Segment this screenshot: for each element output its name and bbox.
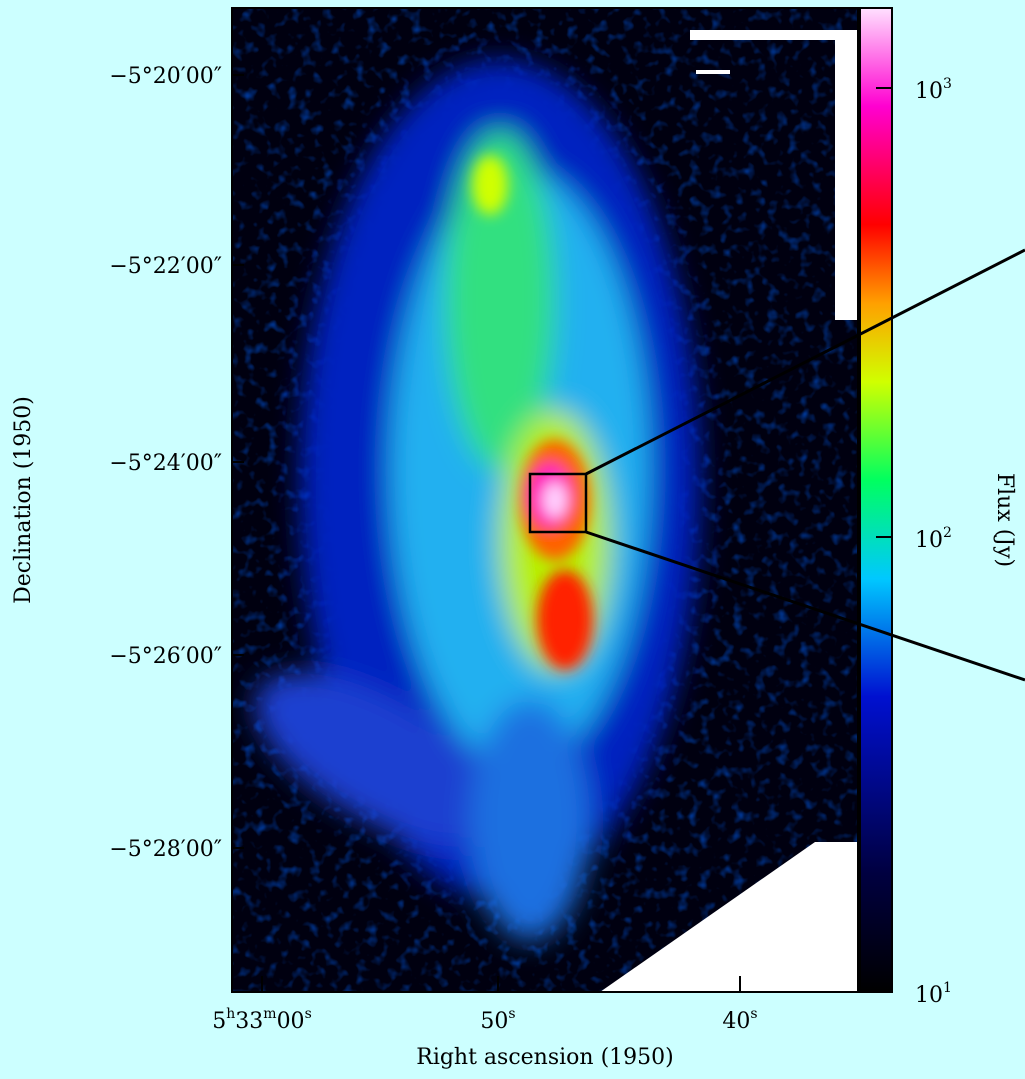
x-tick-label-part: s [508, 1006, 515, 1022]
x-tick-label-part: h [226, 1006, 235, 1022]
x-tick-label-part: s [305, 1006, 312, 1022]
y-tick-label: −5°20′00″ [109, 64, 222, 89]
y-axis-title: Declination (1950) [11, 396, 36, 604]
colorbar-tick-label-part: 10 [915, 528, 943, 553]
y-tick-label: −5°22′00″ [109, 254, 222, 279]
colorbar [859, 7, 893, 993]
y-tick-label: −5°28′00″ [109, 837, 222, 862]
x-tick-label-part: 5 [212, 1009, 226, 1034]
x-tick-label: 40s [722, 1006, 757, 1034]
zoom-line [585, 530, 1025, 682]
colorbar-tick-label: 101 [915, 980, 952, 1008]
y-tick-label: −5°24′00″ [109, 451, 222, 476]
colorbar-tick-label: 102 [915, 525, 952, 553]
x-tick-label: 5h33m00s [212, 1006, 312, 1034]
plot-frame [231, 7, 859, 993]
colorbar-tick-label-part: 10 [915, 983, 943, 1008]
x-axis-title: Right ascension (1950) [416, 1045, 674, 1070]
x-tick-label-part: 40 [722, 1009, 750, 1034]
flux-map [232, 8, 858, 992]
x-tick-label-part: 00 [277, 1009, 305, 1034]
x-tick-label-part: m [263, 1006, 276, 1022]
colorbar-tick-label: 103 [915, 76, 952, 104]
x-tick-label: 50s [480, 1006, 515, 1034]
zoom-box [528, 472, 588, 534]
x-tick-label-part: 50 [480, 1009, 508, 1034]
x-tick-label-part: 33 [235, 1009, 263, 1034]
y-tick-label: −5°26′00″ [109, 644, 222, 669]
colorbar-tick-label-part: 1 [943, 980, 952, 996]
colorbar-title: Flux (Jy) [992, 473, 1017, 567]
colorbar-tick-label-part: 2 [943, 525, 952, 541]
colorbar-tick-label-part: 10 [915, 79, 943, 104]
colorbar-tick-label-part: 3 [943, 76, 952, 92]
zoom-line [585, 248, 1025, 476]
x-tick-label-part: s [750, 1006, 757, 1022]
